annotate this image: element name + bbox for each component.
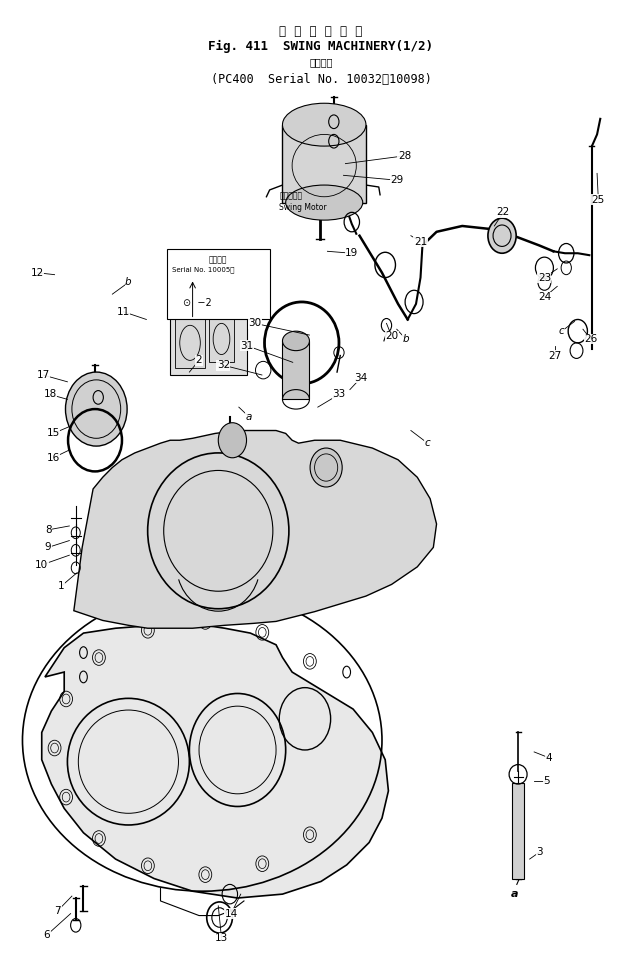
Bar <box>512 783 524 879</box>
Bar <box>209 299 234 362</box>
Text: 34: 34 <box>354 373 367 383</box>
Bar <box>282 341 309 399</box>
Text: 14: 14 <box>225 909 238 918</box>
FancyBboxPatch shape <box>167 249 270 319</box>
Text: 10: 10 <box>35 560 48 570</box>
Text: a: a <box>511 889 519 899</box>
Text: 19: 19 <box>345 248 358 258</box>
Text: 33: 33 <box>333 390 345 399</box>
Text: 旋  回  マ  シ  ナ  リ: 旋 回 マ シ ナ リ <box>279 24 363 38</box>
Text: 適用号機: 適用号機 <box>209 255 227 264</box>
Ellipse shape <box>282 331 309 351</box>
Text: 5: 5 <box>544 776 550 786</box>
Text: 17: 17 <box>37 370 49 380</box>
Text: c: c <box>559 326 564 336</box>
Text: 21: 21 <box>414 237 427 246</box>
Text: Swing Motor: Swing Motor <box>279 204 327 212</box>
Text: 適用号機: 適用号機 <box>309 57 333 67</box>
Text: 22: 22 <box>497 207 510 217</box>
Text: 30: 30 <box>248 318 261 328</box>
Text: 6: 6 <box>44 930 50 940</box>
Text: 旋回モータ: 旋回モータ <box>279 192 302 201</box>
Text: 2: 2 <box>196 356 202 365</box>
Text: b: b <box>403 334 409 344</box>
Text: Serial No. 10005～: Serial No. 10005～ <box>172 267 234 274</box>
Ellipse shape <box>488 218 516 253</box>
Ellipse shape <box>286 185 363 220</box>
Text: 12: 12 <box>31 268 44 278</box>
Text: 13: 13 <box>215 933 228 943</box>
Text: 25: 25 <box>592 195 605 205</box>
Polygon shape <box>74 431 437 628</box>
Bar <box>170 282 247 375</box>
Polygon shape <box>42 623 388 898</box>
Text: 28: 28 <box>398 151 411 161</box>
Text: ⊙  −2: ⊙ −2 <box>183 298 212 308</box>
Text: 31: 31 <box>241 341 254 351</box>
Text: c: c <box>425 438 430 448</box>
Text: 23: 23 <box>538 273 551 282</box>
Text: 32: 32 <box>217 360 230 370</box>
Text: 24: 24 <box>538 292 551 302</box>
Text: 8: 8 <box>45 525 51 535</box>
Ellipse shape <box>310 448 342 487</box>
Text: 18: 18 <box>44 390 56 399</box>
Bar <box>282 125 366 203</box>
Text: 7: 7 <box>55 906 61 916</box>
Text: b: b <box>125 278 132 287</box>
Text: 27: 27 <box>549 351 562 360</box>
Text: 11: 11 <box>117 307 130 317</box>
Text: (PC400  Serial No. 10032～10098): (PC400 Serial No. 10032～10098) <box>211 73 431 87</box>
Ellipse shape <box>65 372 127 446</box>
Text: 9: 9 <box>45 543 51 552</box>
Text: 3: 3 <box>536 847 542 857</box>
Text: Fig. 411  SWING MACHINERY(1/2): Fig. 411 SWING MACHINERY(1/2) <box>209 40 433 54</box>
Text: 1: 1 <box>58 581 64 591</box>
Bar <box>175 295 205 368</box>
Text: a: a <box>246 412 252 422</box>
Text: 26: 26 <box>584 334 597 344</box>
Text: 20: 20 <box>385 331 398 341</box>
Ellipse shape <box>282 103 366 146</box>
Text: 15: 15 <box>47 429 60 438</box>
Text: 29: 29 <box>390 175 403 185</box>
Text: 4: 4 <box>546 753 552 763</box>
Ellipse shape <box>218 423 247 458</box>
Text: 16: 16 <box>47 453 60 463</box>
